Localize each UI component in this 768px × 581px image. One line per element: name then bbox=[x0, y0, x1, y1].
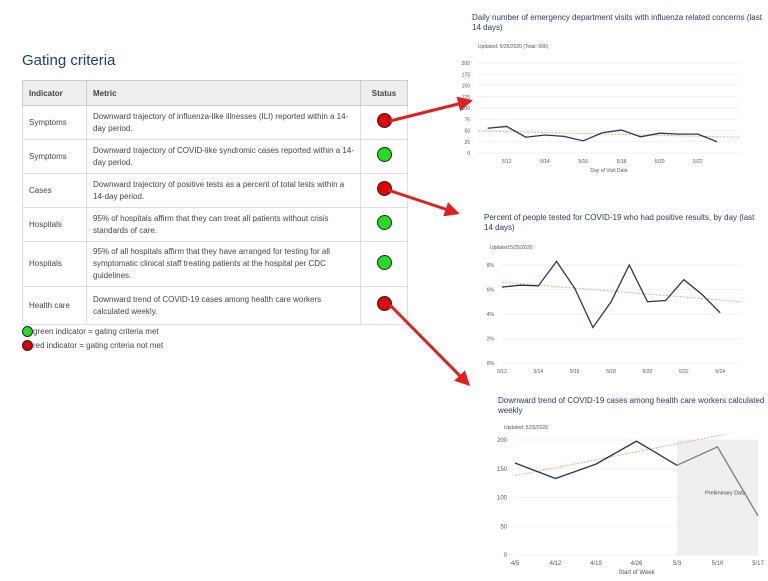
page-title: Gating criteria bbox=[22, 52, 116, 69]
x-tick-label: 5/20 bbox=[655, 159, 665, 165]
x-tick-label: 5/18 bbox=[617, 159, 627, 165]
arrow bbox=[389, 96, 473, 123]
arrow bbox=[388, 303, 471, 387]
x-tick-label: 5/20 bbox=[643, 369, 653, 375]
indicator-cell: Symptoms bbox=[22, 105, 87, 140]
y-tick-label: 8% bbox=[487, 263, 495, 269]
header-metric: Metric bbox=[86, 80, 361, 106]
x-tick-label: 4/12 bbox=[550, 561, 562, 567]
indicator-cell: Hospitals bbox=[22, 207, 87, 242]
annotation-label: Preliminary Data bbox=[705, 491, 747, 497]
x-tick-label: 5/12 bbox=[497, 369, 507, 375]
x-tick-label: 5/22 bbox=[679, 369, 689, 375]
x-tick-label: 5/3 bbox=[673, 561, 682, 567]
status-cell bbox=[360, 173, 408, 208]
y-tick-label: 150 bbox=[462, 84, 471, 90]
status-green-icon bbox=[376, 254, 392, 270]
metric-cell: Downward trend of COVID-19 cases among h… bbox=[86, 286, 361, 325]
chart2-title: Percent of people tested for COVID-19 wh… bbox=[484, 213, 755, 232]
x-tick-label: 5/16 bbox=[570, 369, 580, 375]
trend-line bbox=[514, 433, 726, 477]
chart1-subtitle: Updated: 5/25/2020 (Total: 696) bbox=[478, 44, 549, 50]
chart-hcw-cases: Preliminary Data 0 50 100 150 200 4/5 4/12 4/19 4… bbox=[497, 433, 764, 576]
y-tick-label: 4% bbox=[487, 312, 495, 318]
series-line bbox=[487, 125, 718, 143]
arrow bbox=[387, 188, 460, 217]
legend-green: green indicator = gating criteria met bbox=[22, 326, 159, 337]
y-tick-label: 175 bbox=[462, 72, 471, 78]
status-green-icon bbox=[376, 147, 392, 162]
y-tick-label: 75 bbox=[464, 117, 470, 123]
x-tick-label: 5/18 bbox=[606, 369, 616, 375]
y-tick-label: 200 bbox=[497, 438, 508, 444]
legend-red: red indicator = gating criteria not met bbox=[22, 340, 163, 351]
indicator-cell: Symptoms bbox=[22, 139, 87, 174]
table-row: Health care Downward trend of COVID-19 ca… bbox=[22, 286, 408, 325]
header-status: Status bbox=[360, 80, 408, 106]
red-dot-icon bbox=[22, 340, 33, 351]
status-cell bbox=[360, 241, 408, 287]
x-tick-label: 4/5 bbox=[511, 561, 520, 567]
table-row: Hospitals 95% of hospitals affirm that th… bbox=[22, 207, 408, 242]
y-tick-label: 0 bbox=[467, 151, 470, 157]
y-tick-label: 200 bbox=[462, 61, 471, 67]
x-tick-label: 5/12 bbox=[502, 159, 512, 165]
y-tick-label: 50 bbox=[464, 129, 470, 135]
y-tick-label: 150 bbox=[497, 467, 508, 473]
x-tick-label: 5/17 bbox=[752, 561, 764, 567]
y-tick-label: 0% bbox=[487, 361, 495, 367]
x-tick-label: 4/26 bbox=[631, 561, 643, 567]
status-red-icon bbox=[376, 296, 392, 311]
y-tick-label: 0 bbox=[504, 553, 508, 559]
y-tick-label: 25 bbox=[464, 140, 470, 146]
green-dot-icon bbox=[22, 326, 33, 337]
y-tick-label: 100 bbox=[497, 496, 508, 502]
trend-line bbox=[477, 130, 741, 138]
x-tick-label: 5/14 bbox=[540, 159, 550, 165]
status-cell bbox=[360, 286, 408, 325]
chart-positive-percent: 0% 2% 4% 6% 8% 5/12 5/14 5/16 5/18 5/20 5/22 5/24 bbox=[487, 260, 743, 375]
indicator-cell: Health care bbox=[22, 286, 87, 325]
x-tick-label: 5/14 bbox=[533, 369, 543, 375]
y-tick-label: 6% bbox=[487, 288, 495, 294]
series-line bbox=[501, 260, 721, 329]
status-cell bbox=[360, 207, 408, 242]
series-line-preliminary bbox=[676, 446, 759, 517]
series-line bbox=[514, 440, 678, 480]
chart3-title: Downward trend of COVID-19 cases among h… bbox=[498, 396, 765, 415]
chart1-title: Daily number of emergency department vis… bbox=[472, 13, 762, 32]
x-axis-label: Start of Week bbox=[618, 570, 655, 576]
x-axis-label: Day of Visit Date bbox=[590, 168, 627, 174]
table-row: Symptoms Downward trajectory of COVID-lik… bbox=[22, 139, 408, 174]
x-tick-label: 5/22 bbox=[693, 159, 703, 165]
chart3-subtitle: Updated: 5/25/2020 bbox=[504, 425, 548, 431]
trend-line bbox=[501, 281, 743, 303]
metric-cell: 95% of hospitals affirm that they can tr… bbox=[86, 207, 361, 242]
x-tick-label: 5/24 bbox=[715, 369, 725, 375]
x-tick-label: 5/16 bbox=[578, 159, 588, 165]
chart2-subtitle: Updated:5/25/2020 bbox=[490, 245, 533, 251]
x-tick-label: 5/10 bbox=[712, 561, 724, 567]
y-tick-label: 50 bbox=[500, 524, 507, 530]
status-red-icon bbox=[376, 181, 392, 196]
y-tick-label: 2% bbox=[487, 337, 495, 343]
gating-criteria-table: Indicator Metric Status Symptoms Downward… bbox=[22, 80, 408, 325]
x-tick-label: 4/19 bbox=[590, 561, 602, 567]
status-green-icon bbox=[376, 215, 392, 230]
